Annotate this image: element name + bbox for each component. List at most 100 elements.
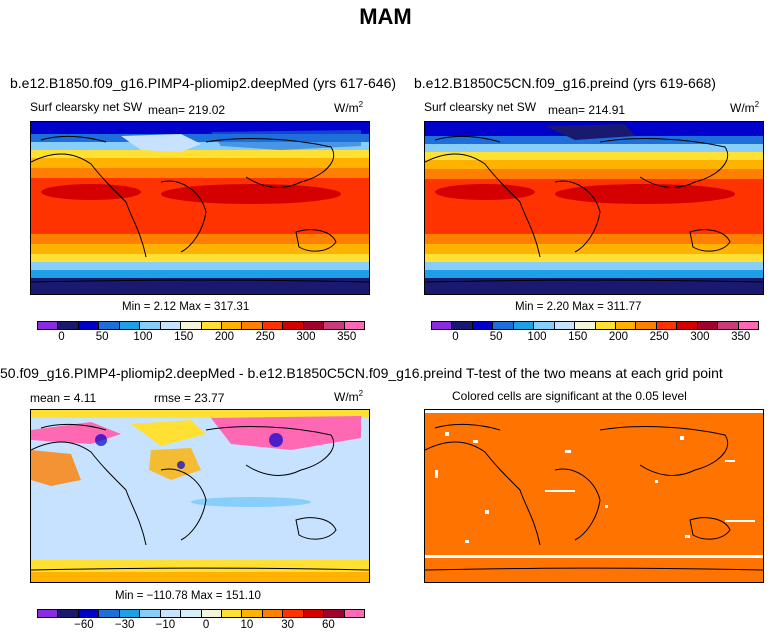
colorbar-tick-label: 30 [281, 619, 295, 631]
colorbar-swatch [58, 322, 79, 329]
panel1-variable: Surf clearsky net SW [30, 100, 143, 114]
colorbar-swatch [99, 610, 120, 617]
colorbar-swatch [78, 322, 100, 329]
colorbar-swatch [452, 322, 473, 329]
colorbar-tick-label: −10 [155, 619, 176, 631]
colorbar-swatch [119, 610, 141, 617]
panel3-units: W/m2 [334, 389, 364, 404]
colorbar-swatch [303, 322, 325, 329]
colorbar-swatch [493, 322, 514, 329]
colorbar-swatch [78, 610, 100, 617]
colorbar-tick-label: −60 [74, 619, 94, 631]
colorbar-swatch [119, 322, 141, 329]
colorbar-swatch [221, 610, 243, 617]
colorbar-swatch [697, 322, 719, 329]
colorbar-swatch [324, 610, 345, 617]
panel3-title: 50.f09_g16.PIMP4-pliomip2.deepMed - b.e1… [0, 365, 463, 381]
colorbar-tick-label: 0 [452, 331, 459, 343]
colorbar-tick-label: 200 [608, 331, 629, 343]
colorbar-swatch [242, 610, 263, 617]
panel2-map-field [425, 122, 763, 294]
colorbar-swatch [575, 322, 596, 329]
colorbar-tick-label: 0 [202, 619, 210, 631]
colorbar-tick-label: 250 [255, 331, 275, 343]
panel3-mean: mean = 4.11 [30, 391, 97, 405]
colorbar-tick-label: 150 [174, 331, 194, 343]
colorbar-swatch [513, 322, 535, 329]
colorbar-tick-label: 60 [321, 619, 335, 631]
panel1-mean: mean= 219.02 [148, 103, 226, 117]
colorbar-swatch [283, 610, 304, 617]
panel2-minmax: Min = 2.20 Max = 311.77 [515, 301, 642, 313]
colorbar-tick-label: 250 [649, 331, 669, 343]
colorbar-tick-label: 50 [489, 331, 503, 343]
panel3-map-field [31, 410, 369, 582]
colorbar-swatch [181, 610, 202, 617]
panel3-rmse: rmse = 23.77 [154, 391, 225, 405]
panel1-map [30, 121, 370, 295]
colorbar-tick-label: 150 [568, 331, 588, 343]
colorbar-tick-label: 10 [240, 619, 254, 631]
panel2-colorbar-labels: 0 50 100 150 200 250 300 350 [431, 331, 757, 347]
panel2-mean: mean= 214.91 [548, 103, 626, 117]
panel4-map-field [425, 410, 763, 582]
panel2-units: W/m2 [730, 100, 760, 115]
colorbar-tick-label: 100 [527, 331, 547, 343]
colorbar-swatch [38, 322, 59, 329]
colorbar-swatch [656, 322, 678, 329]
colorbar-tick-label: 0 [58, 331, 65, 343]
colorbar-swatch [262, 322, 284, 329]
colorbar-swatch [324, 322, 345, 329]
panel3-map [30, 409, 370, 583]
colorbar-tick-label: 50 [95, 331, 109, 343]
colorbar-swatch [636, 322, 657, 329]
colorbar-swatch [99, 322, 120, 329]
colorbar-swatch [303, 610, 325, 617]
panel1-minmax: Min = 2.12 Max = 317.31 [122, 301, 250, 313]
colorbar-swatch [242, 322, 263, 329]
colorbar-swatch [160, 322, 182, 329]
colorbar-tick-label: 300 [690, 331, 710, 343]
colorbar-swatch [201, 610, 222, 617]
colorbar-swatch [554, 322, 576, 329]
colorbar-swatch [140, 610, 161, 617]
colorbar-swatch [38, 610, 59, 617]
colorbar-swatch [283, 322, 304, 329]
panel3-colorbar [37, 609, 365, 618]
panel4-note: Colored cells are significant at the 0.0… [452, 389, 687, 403]
colorbar-swatch [221, 322, 243, 329]
colorbar-swatch [140, 322, 161, 329]
colorbar-swatch [201, 322, 222, 329]
colorbar-swatch [677, 322, 698, 329]
colorbar-swatch [432, 322, 453, 329]
panel4-map [424, 409, 764, 583]
colorbar-swatch [595, 322, 616, 329]
panel3-minmax: Min = −110.78 Max = 151.10 [115, 590, 261, 602]
colorbar-tick-label: 350 [731, 331, 751, 343]
colorbar-swatch [344, 322, 364, 329]
panel3-colorbar-labels: −60 −30 −10 0 10 30 60 [37, 619, 363, 635]
panel1-title: b.e12.B1850.f09_g16.PIMP4-pliomip2.deepM… [10, 75, 397, 91]
page-title: MAM [359, 4, 412, 29]
colorbar-swatch [738, 322, 758, 329]
panel2-title: b.e12.B1850C5CN.f09_g16.preind (yrs 619-… [414, 75, 716, 91]
colorbar-tick-label: 200 [214, 331, 235, 343]
colorbar-tick-label: −30 [114, 619, 135, 631]
panel4-title: T-test of the two means at each grid poi… [466, 365, 723, 381]
colorbar-tick-label: 300 [296, 331, 316, 343]
colorbar-swatch [344, 610, 364, 617]
panel2-colorbar [431, 321, 759, 330]
colorbar-swatch [472, 322, 494, 329]
panel1-colorbar-labels: 0 50 100 150 200 250 300 350 [37, 331, 363, 347]
colorbar-swatch [718, 322, 739, 329]
panel2-variable: Surf clearsky net SW [424, 100, 537, 114]
colorbar-tick-label: 100 [133, 331, 153, 343]
colorbar-swatch [58, 610, 79, 617]
panel1-units: W/m2 [334, 100, 364, 115]
colorbar-swatch [160, 610, 182, 617]
panel1-colorbar [37, 321, 365, 330]
colorbar-tick-label: 350 [337, 331, 357, 343]
panel1-map-field [31, 122, 369, 294]
colorbar-swatch [534, 322, 555, 329]
colorbar-swatch [181, 322, 202, 329]
